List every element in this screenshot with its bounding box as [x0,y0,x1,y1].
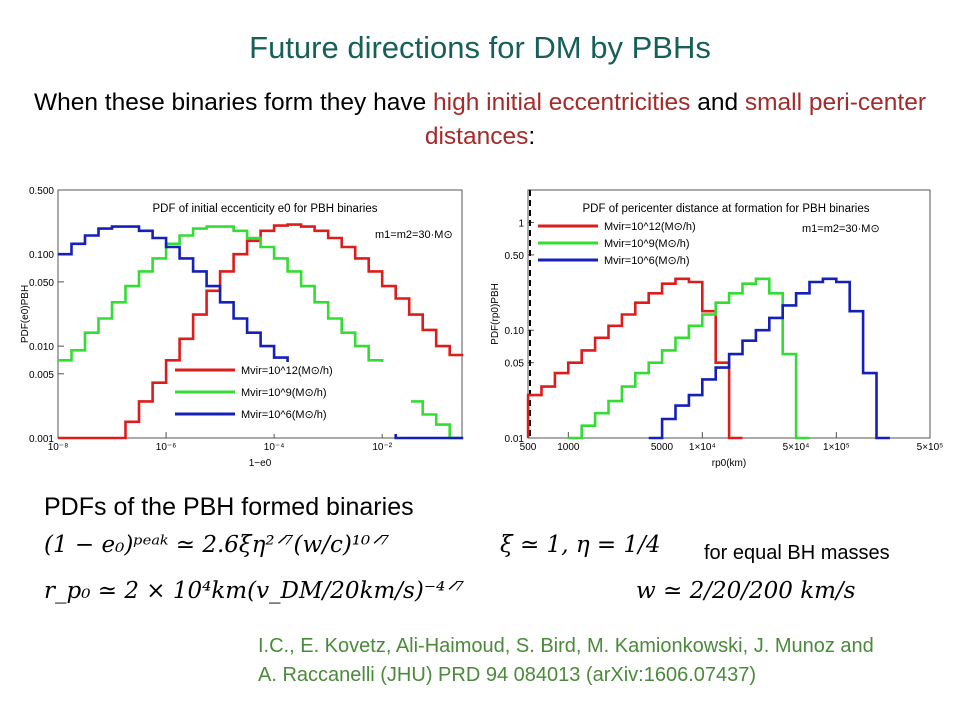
y-tick-label-3: 0.050 [29,278,54,289]
y-tick-label-2: 0.010 [29,342,54,353]
mass-annotation: m1=m2=30·M⊙ [375,229,453,241]
mass-annotation: m1=m2=30·M⊙ [802,223,880,235]
y-tick-label-0: 0.01 [505,434,525,445]
series-1-histogram [526,277,743,440]
equation-pericenter: r_p₀ ≃ 2 × 10⁴km(v_DM/20km/s)⁻⁴ᐟ⁷ [44,578,465,604]
x-tick-label-4: 5×10⁴ [783,442,810,453]
subtitle-highlight-eccentricity: high initial eccentricities [433,89,691,116]
subtitle-highlight-pericenter: small peri-center distances [424,89,926,150]
x-tick-label-1: 10⁻⁶ [156,442,177,453]
x-tick-label-1: 1000 [557,442,580,453]
x-tick-label-0: 500 [520,442,537,453]
pdfs-heading: PDFs of the PBH formed binaries [44,493,414,521]
x-axis-label: 1−e0 [249,458,272,469]
legend-label-3: Mvir=10^6(M⊙/h) [604,255,690,267]
y-tick-label-0: 0.001 [29,434,54,445]
y-axis-label: PDF(e0)PBH [20,285,31,343]
y-tick-label-4: 1 [518,218,524,229]
legend-label-2: Mvir=10^9(M⊙/h) [604,238,690,250]
y-tick-label-1: 0.05 [505,359,525,370]
x-tick-label-2: 5000 [651,442,674,453]
x-tick-label-6: 5×10⁵ [917,442,944,453]
x-tick-label-0: 10⁻⁸ [48,442,69,453]
legend-background [171,362,411,434]
equation-eccentricity-peak: (1 − e₀)ᵖᵉᵃᵏ ≃ 2.6ξη²ᐟ⁷(w/c)¹⁰ᐟ⁷ [44,532,390,558]
pericenter-pdf-chart: 500 1000 5000 1×10⁴ 5×10⁴ 1×10⁵ 5×10⁵ 0.01 0.05 0… [490,189,944,469]
x-axis-label: rp0(km) [712,458,746,469]
y-axis-label: PDF(rp0)PBH [490,283,501,345]
equation-xi-eta: ξ ≃ 1, η = 1/4 [500,532,661,558]
y-tick-label-5: 0.500 [29,186,54,197]
equation-note: for equal BH masses [704,542,890,564]
chart-title: PDF of pericenter distance at formation … [583,203,870,215]
equation-w: w ≃ 2/20/200 km/s [636,578,856,604]
series-2-histogram [568,277,810,440]
legend-label-3: Mvir=10^6(M⊙/h) [241,409,327,421]
slide-title: Future directions for DM by PBHs [249,30,711,65]
x-tick-label-5: 1×10⁵ [823,442,850,453]
eccentricity-pdf-chart: 10⁻⁸ 10⁻⁶ 10⁻⁴ 10⁻² 0.001 0.005 0.010 0.050 0.10… [20,186,464,469]
x-tick-label-3: 1×10⁴ [689,442,716,453]
x-tick-label-2: 10⁻⁴ [264,442,285,453]
y-tick-label-3: 0.50 [505,251,525,262]
reference-citation: I.C., E. Kovetz, Ali-Haimoud, S. Bird, M… [258,632,874,690]
legend-label-1: Mvir=10^12(M⊙/h) [241,365,333,377]
y-tick-label-4: 0.100 [29,250,54,261]
subtitle-text-3: : [528,123,536,150]
chart-title-background [536,198,916,216]
chart-title: PDF of initial eccenticity e0 for PBH bi… [153,203,378,215]
slide-subtitle: When these binaries form they have high … [20,86,940,154]
series-3-histogram [648,277,890,440]
legend-label-1: Mvir=10^12(M⊙/h) [604,221,696,233]
subtitle-text-1: When these binaries form they have [34,89,434,116]
legend-label-2: Mvir=10^9(M⊙/h) [241,387,327,399]
series-1-histogram [58,223,464,440]
reference-line-2: A. Raccanelli (JHU) PRD 94 084013 (arXiv… [258,664,757,686]
x-tick-label-3: 10⁻² [372,442,392,453]
y-tick-label-2: 0.10 [505,326,525,337]
y-tick-label-1: 0.005 [29,370,54,381]
reference-line-1: I.C., E. Kovetz, Ali-Haimoud, S. Bird, M… [258,635,874,657]
chart-title-background [110,198,420,218]
subtitle-text-2: and [690,89,745,116]
